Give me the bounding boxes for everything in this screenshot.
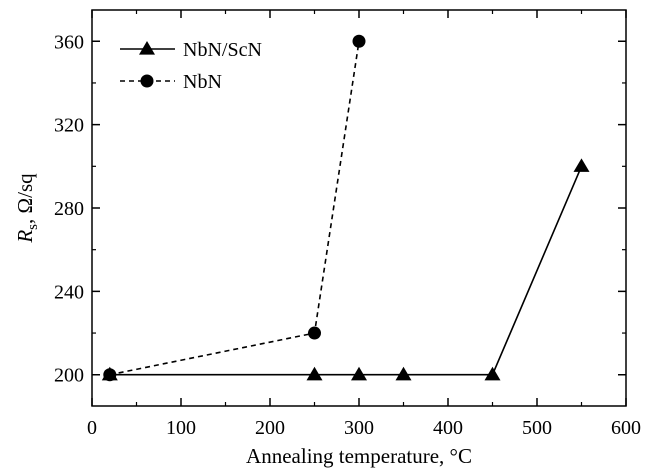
y-axis-label: Rs, Ω/sq: [13, 173, 41, 244]
data-point-nbn: [103, 368, 117, 382]
data-point-nbn-scn: [573, 158, 590, 172]
axis-ticks: [91, 10, 627, 406]
data-point-nbn-scn: [351, 366, 367, 381]
y-axis-label-main: R: [13, 230, 37, 244]
y-axis-label-sub: s: [25, 224, 41, 230]
data-point-nbn: [308, 326, 321, 340]
tick-labels: 0 100 200 300 400 500 600 200 240 280 320 360: [54, 31, 641, 439]
x-tick-label: 400: [433, 417, 463, 439]
series-nbn-scn: [101, 158, 590, 381]
x-tick-label: 300: [344, 417, 374, 439]
legend-label: NbN: [183, 71, 222, 93]
y-tick-label: 320: [54, 115, 84, 137]
legend-label: NbN/ScN: [183, 39, 262, 61]
data-point-nbn-scn: [484, 366, 501, 381]
y-axis-label-rest: , Ω/sq: [13, 173, 37, 224]
x-tick-label: 500: [522, 417, 552, 439]
legend-item-nbn-scn: NbN/ScN: [120, 39, 262, 61]
x-tick-label: 0: [87, 417, 97, 439]
series-line-nbn: [109, 41, 360, 376]
y-tick-label: 240: [54, 281, 84, 303]
legend: NbN/ScN NbN: [120, 39, 262, 93]
x-tick-label: 600: [611, 417, 641, 439]
y-tick-label: 200: [54, 365, 84, 387]
y-tick-label: 280: [54, 198, 84, 220]
data-point-nbn: [352, 34, 366, 48]
series-line-nbn-scn: [109, 166, 583, 376]
y-tick-label: 360: [54, 31, 84, 53]
plot-frame: [91, 9, 627, 407]
data-point-nbn-scn: [395, 366, 412, 381]
x-axis-label: Annealing temperature, °C: [246, 444, 472, 468]
series-nbn: [103, 34, 366, 382]
legend-marker: [139, 41, 155, 55]
legend-marker: [140, 74, 154, 88]
x-tick-label: 200: [255, 417, 285, 439]
series-layer: [101, 34, 590, 382]
data-point-nbn-scn: [306, 366, 323, 381]
x-tick-label: 100: [166, 417, 196, 439]
legend-item-nbn: NbN: [120, 71, 222, 93]
